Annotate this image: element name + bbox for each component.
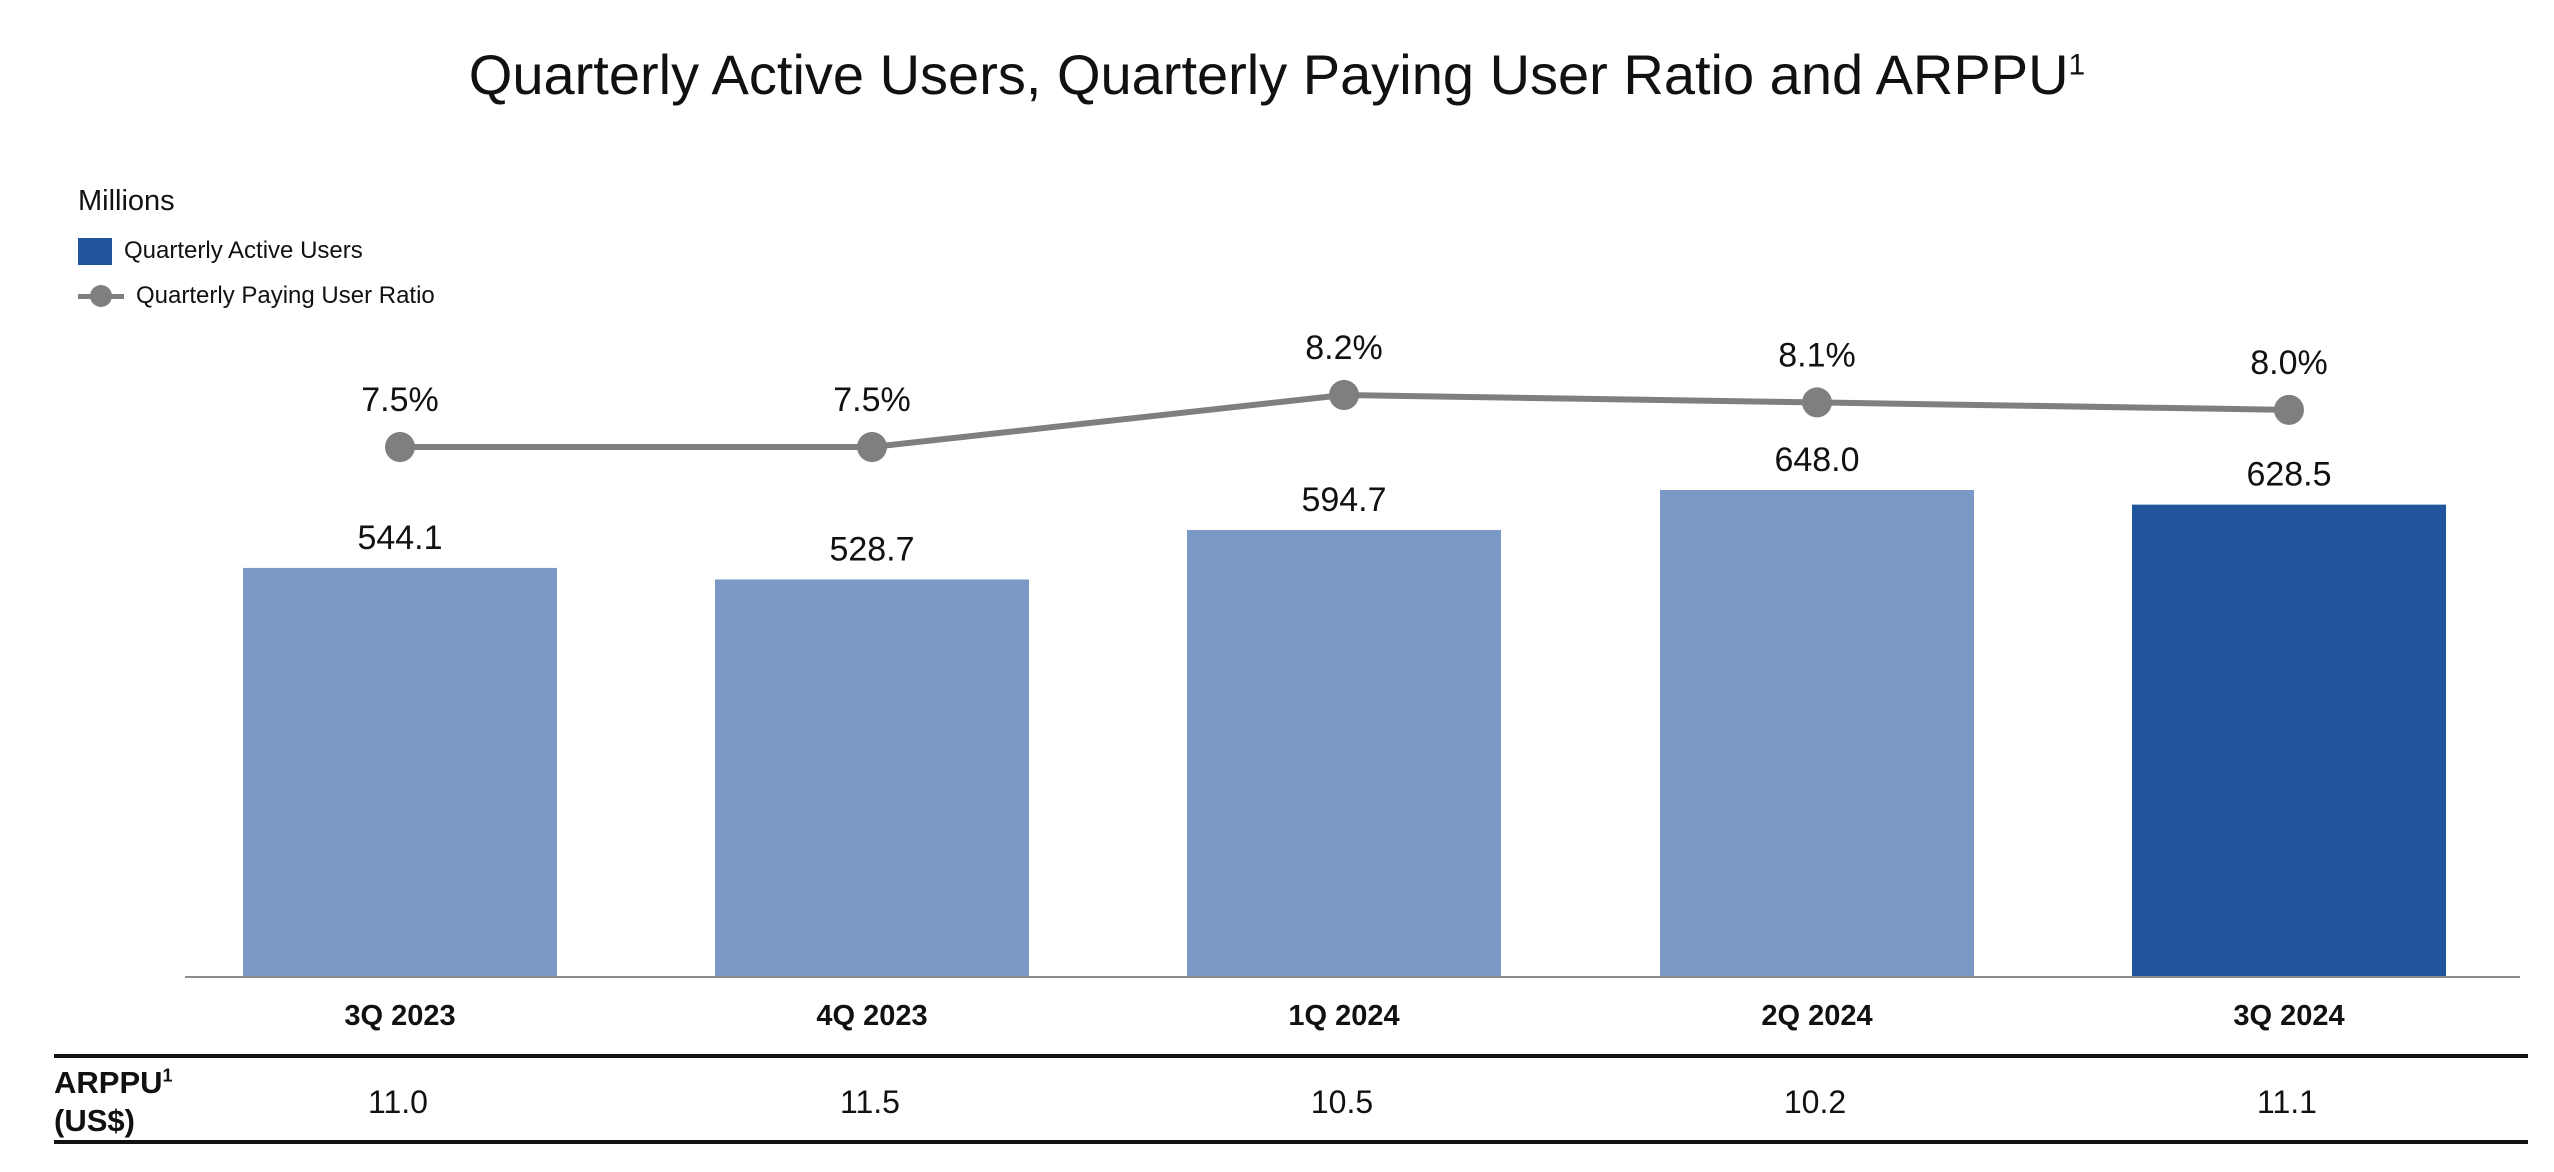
paying-ratio-label-4: 8.1%: [1778, 336, 1856, 374]
paying-ratio-point-4: [1802, 387, 1832, 418]
x-tick-label-2: 4Q 2023: [816, 1000, 927, 1032]
x-tick-label-4: 2Q 2024: [1761, 1000, 1872, 1032]
arppu-value-2: 11.5: [840, 1084, 900, 1120]
arppu-row-label: ARPPU1 (US$): [54, 1065, 173, 1138]
bar-3: [1187, 529, 1501, 976]
bar-value-label-1: 544.1: [357, 519, 442, 557]
legend-line-swatch: [78, 283, 124, 309]
bar-value-label-2: 528.7: [829, 530, 914, 568]
paying-ratio-point-3: [1329, 380, 1359, 410]
x-tick-label-1: 3Q 2023: [344, 1000, 455, 1032]
bar-4: [1660, 490, 1974, 976]
arppu-value-4: 10.2: [1783, 1084, 1847, 1120]
paying-ratio-label-3: 8.2%: [1305, 329, 1383, 367]
legend-bar-swatch: [78, 237, 112, 265]
paying-ratio-point-2: [857, 432, 887, 462]
legend-item-paying-ratio: Quarterly Paying User Ratio: [78, 282, 435, 310]
chart-title: Quarterly Active Users, Quarterly Paying…: [468, 43, 2086, 106]
arppu-top-rule: [54, 1054, 2528, 1058]
legend-label-active-users: Quarterly Active Users: [124, 237, 363, 264]
units-label: Millions: [78, 185, 175, 217]
bar-1: [243, 567, 557, 976]
arppu-value-1: 11.0: [368, 1084, 428, 1120]
bar-value-label-3: 594.7: [1301, 481, 1386, 519]
paying-ratio-label-2: 7.5%: [833, 381, 911, 419]
legend-item-active-users: Quarterly Active Users: [78, 237, 363, 265]
paying-ratio-label-1: 7.5%: [361, 381, 439, 419]
arppu-value-5: 11.1: [2257, 1084, 2317, 1120]
paying-ratio-label-5: 8.0%: [2250, 344, 2328, 382]
x-tick-label-5: 3Q 2024: [2233, 1000, 2344, 1032]
bar-5: [2132, 504, 2446, 976]
bar-2: [715, 579, 1029, 976]
arppu-value-3: 10.5: [1310, 1084, 1374, 1120]
bar-value-label-5: 628.5: [2246, 456, 2331, 494]
legend-label-paying-ratio: Quarterly Paying User Ratio: [136, 282, 435, 309]
paying-ratio-point-5: [2274, 394, 2304, 425]
x-tick-label-3: 1Q 2024: [1288, 1000, 1399, 1032]
arppu-bottom-rule: [54, 1140, 2528, 1144]
paying-ratio-point-1: [385, 432, 415, 462]
bar-value-label-4: 648.0: [1774, 441, 1859, 479]
